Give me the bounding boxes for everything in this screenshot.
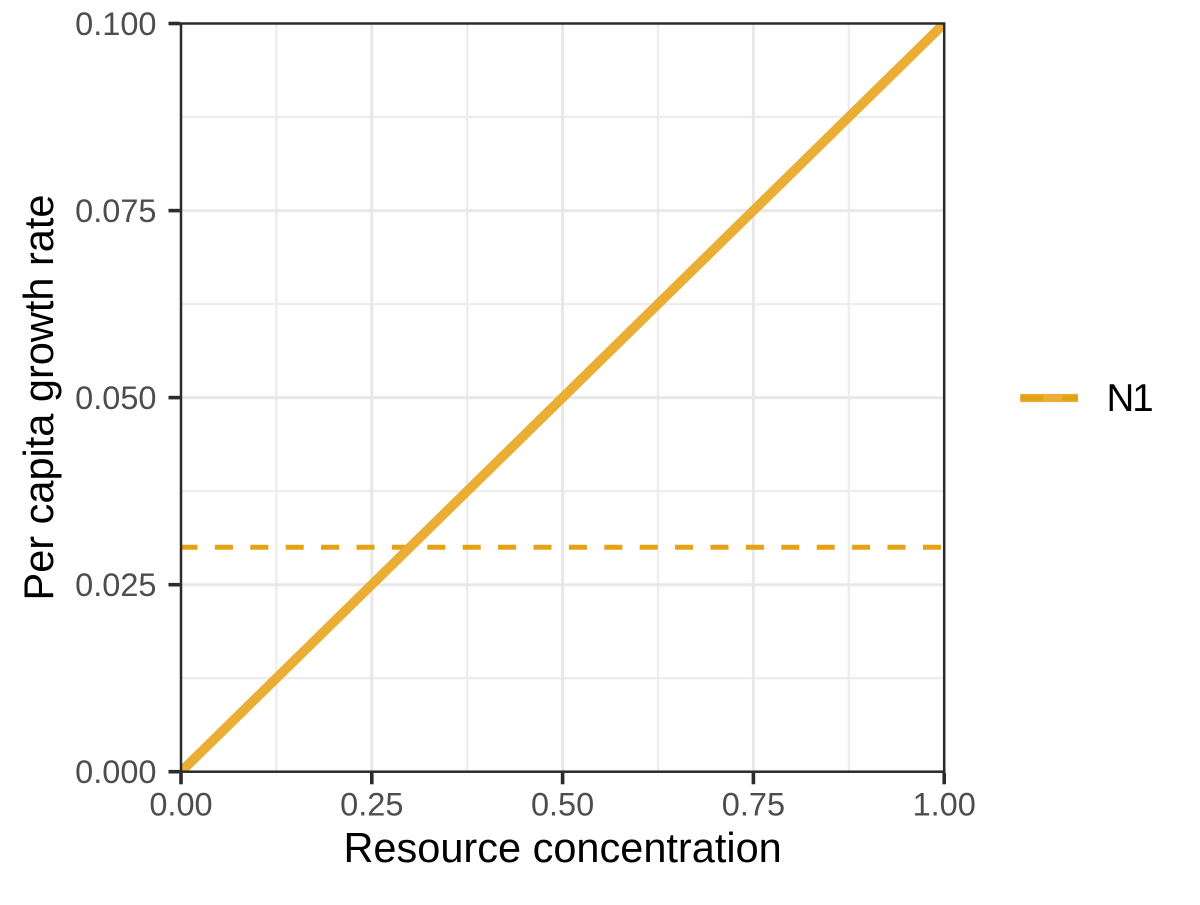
svg-text:0.75: 0.75	[722, 787, 785, 823]
svg-text:0.00: 0.00	[149, 787, 212, 823]
svg-text:0.025: 0.025	[75, 567, 156, 603]
svg-text:0.25: 0.25	[340, 787, 403, 823]
svg-text:Per capita growth rate: Per capita growth rate	[15, 195, 62, 601]
svg-text:0.075: 0.075	[75, 193, 156, 229]
svg-text:0.50: 0.50	[531, 787, 594, 823]
svg-text:0.000: 0.000	[75, 754, 156, 790]
svg-text:Resource concentration: Resource concentration	[343, 824, 781, 871]
svg-text:0.100: 0.100	[75, 6, 156, 42]
svg-text:1.00: 1.00	[913, 787, 976, 823]
svg-text:0.050: 0.050	[75, 380, 156, 416]
svg-text:N1: N1	[1107, 377, 1153, 420]
